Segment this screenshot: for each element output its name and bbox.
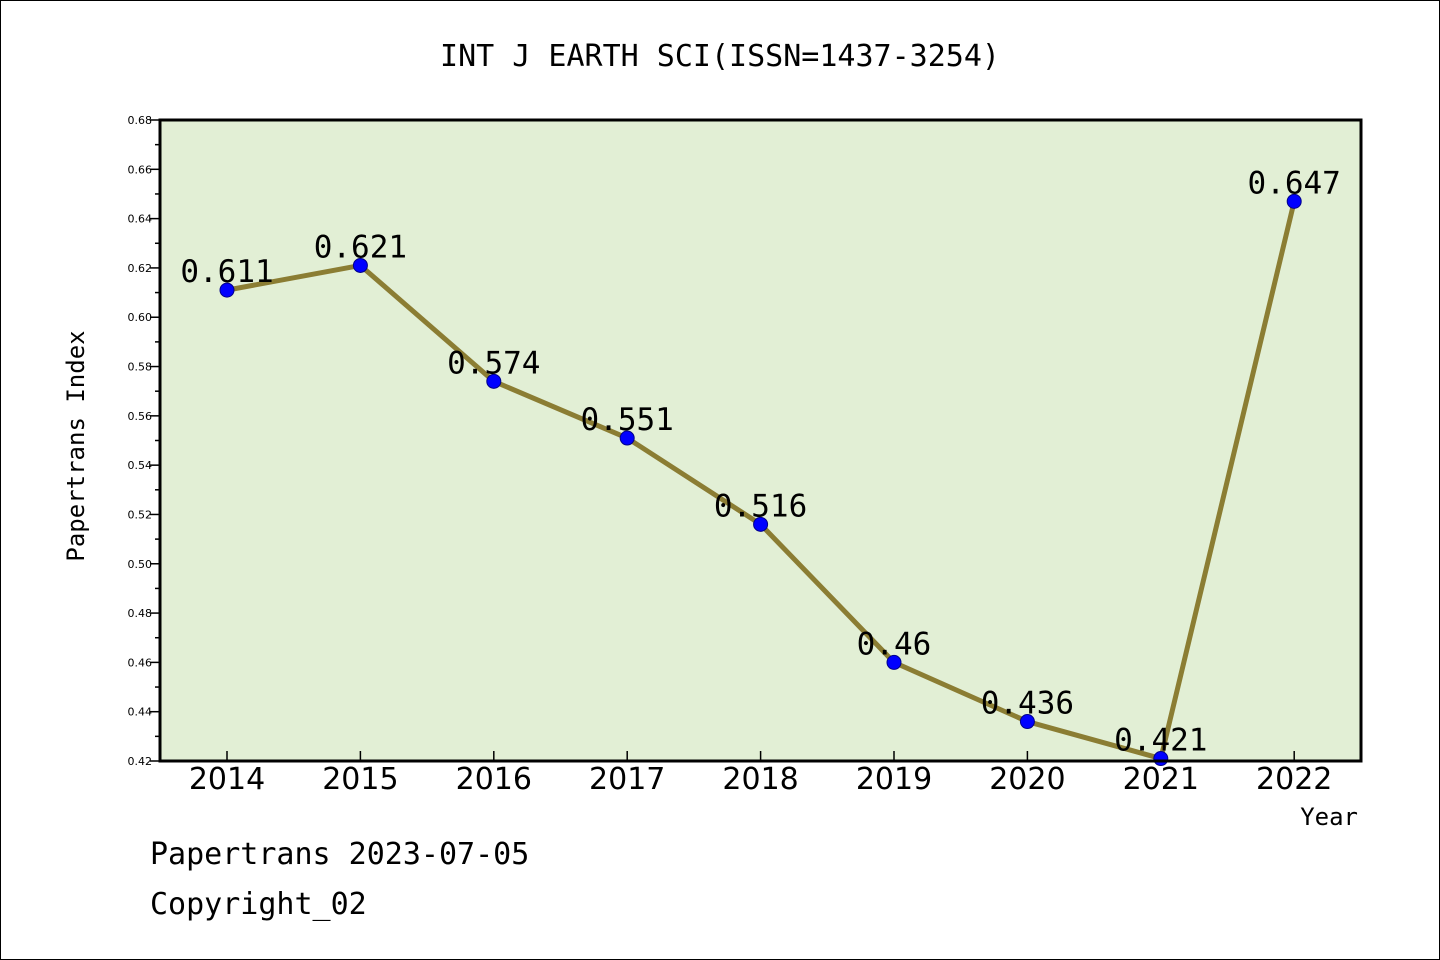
data-label: 0.46 bbox=[857, 626, 932, 662]
source-text: Papertrans 2023-07-05 bbox=[150, 837, 529, 872]
data-label: 0.551 bbox=[581, 402, 674, 438]
data-label: 0.574 bbox=[447, 345, 540, 381]
plot-border bbox=[158, 118, 1363, 763]
y-tick-label: 0.50 bbox=[128, 558, 153, 571]
data-point bbox=[886, 654, 902, 670]
y-tick-label: 0.62 bbox=[128, 262, 153, 275]
y-tick-label: 0.46 bbox=[128, 656, 153, 669]
data-point bbox=[352, 257, 368, 273]
data-labels: 0.611 0.621 0.574 0.551 0.516 0.46 0.436 0.421 0… bbox=[180, 165, 1341, 758]
data-label: 0.516 bbox=[714, 488, 807, 524]
x-tick-label: 2014 bbox=[189, 762, 265, 797]
data-point bbox=[619, 430, 635, 446]
y-tick-label: 0.64 bbox=[128, 213, 153, 226]
x-tick-label: 2016 bbox=[456, 762, 532, 797]
x-tick-label: 2021 bbox=[1123, 762, 1199, 797]
y-tick-label: 0.66 bbox=[128, 163, 153, 176]
data-label: 0.621 bbox=[314, 229, 407, 265]
data-label: 0.611 bbox=[180, 254, 273, 290]
y-tick-label: 0.58 bbox=[128, 361, 153, 374]
data-point bbox=[753, 516, 769, 532]
x-axis: 2014 2015 2016 2017 2018 2019 2020 2021 2022 bbox=[189, 751, 1332, 797]
x-tick-label: 2020 bbox=[989, 762, 1065, 797]
y-tick-label: 0.68 bbox=[128, 114, 153, 127]
y-tick-label: 0.48 bbox=[128, 607, 153, 620]
y-axis-label: Papertrans Index bbox=[62, 330, 90, 561]
data-point bbox=[486, 373, 502, 389]
data-label: 0.421 bbox=[1114, 723, 1207, 759]
chart-title: INT J EARTH SCI(ISSN=1437-3254) bbox=[440, 39, 1000, 74]
y-tick-label: 0.42 bbox=[128, 755, 153, 768]
y-axis: 0.42 0.44 0.46 0.48 0.50 0.52 0.54 0.56 0.58 0.60… bbox=[128, 114, 160, 768]
x-tick-label: 2018 bbox=[722, 762, 798, 797]
x-tick-label: 2019 bbox=[856, 762, 932, 797]
y-tick-label: 0.44 bbox=[128, 706, 153, 719]
y-tick-label: 0.52 bbox=[128, 508, 153, 521]
x-tick-label: 2015 bbox=[322, 762, 398, 797]
x-tick-label: 2017 bbox=[589, 762, 665, 797]
plot-area bbox=[160, 120, 1361, 761]
copyright-text: Copyright_02 bbox=[150, 887, 367, 922]
y-tick-label: 0.60 bbox=[128, 311, 153, 324]
y-tick-label: 0.54 bbox=[128, 459, 153, 472]
x-tick-label: 2022 bbox=[1256, 762, 1332, 797]
data-label: 0.436 bbox=[981, 686, 1074, 722]
y-tick-label: 0.56 bbox=[128, 410, 153, 423]
data-point bbox=[219, 282, 235, 298]
data-label: 0.647 bbox=[1248, 165, 1341, 201]
data-point bbox=[1286, 193, 1302, 209]
x-axis-label: Year bbox=[1300, 803, 1358, 831]
data-point bbox=[1019, 714, 1035, 730]
